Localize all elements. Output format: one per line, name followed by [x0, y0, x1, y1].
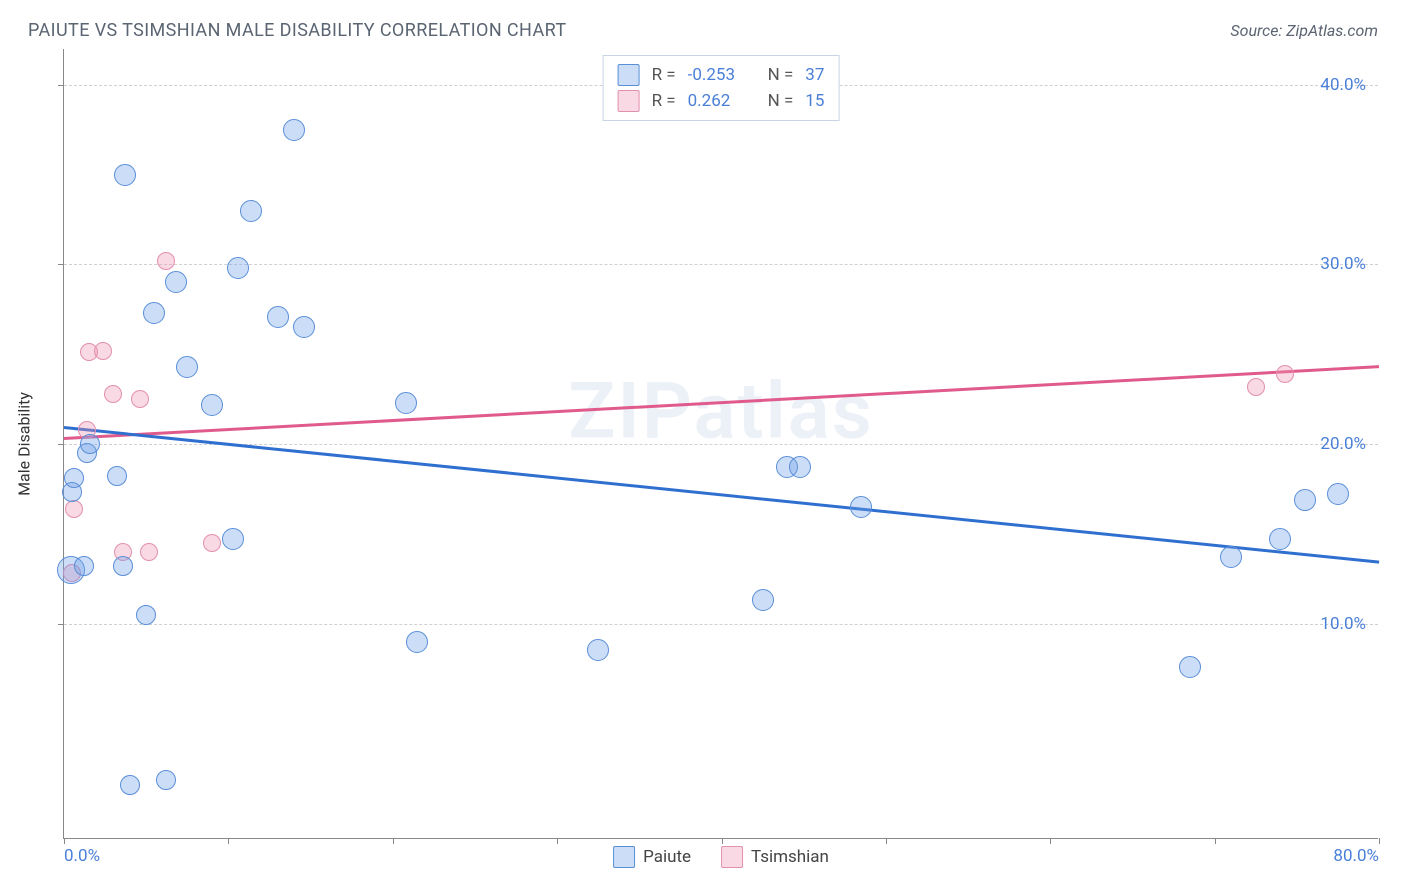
legend-r-label: R =: [652, 91, 676, 111]
paiute-point: [222, 528, 244, 550]
paiute-point: [850, 496, 872, 518]
paiute-point: [114, 164, 136, 186]
legend-r-value: -0.253: [688, 65, 746, 85]
y-tick-label: 10.0%: [1320, 614, 1366, 634]
legend-label: Paiute: [643, 847, 691, 867]
paiute-point: [136, 605, 156, 625]
paiute-point: [406, 631, 428, 653]
legend-r-label: R =: [652, 65, 676, 85]
paiute-point: [156, 770, 176, 790]
y-axis-label: Male Disability: [15, 392, 34, 496]
paiute-point: [293, 316, 315, 338]
paiute-point: [283, 119, 305, 141]
paiute-point: [267, 306, 289, 328]
tsimshian-point: [104, 385, 122, 403]
paiute-point: [80, 434, 100, 454]
paiute-point: [752, 589, 774, 611]
paiute-point: [227, 257, 249, 279]
x-tick-label: 80.0%: [1333, 846, 1379, 866]
legend-swatch: [618, 64, 640, 86]
scatter-chart: Male Disability ZIPatlas R =-0.253N =37R…: [63, 49, 1378, 839]
legend-n-label: N =: [768, 65, 794, 85]
tsimshian-point: [203, 534, 221, 552]
legend-swatch: [618, 90, 640, 112]
paiute-point: [120, 775, 140, 795]
paiute-point: [240, 200, 262, 222]
grid-line: [64, 444, 1378, 445]
paiute-point: [789, 456, 811, 478]
y-tick-label: 20.0%: [1320, 434, 1366, 454]
paiute-point: [1294, 489, 1316, 511]
series-legend: Paiute Tsimshian: [613, 846, 829, 868]
tsimshian-point: [94, 342, 112, 360]
paiute-point: [201, 394, 223, 416]
correlation-legend: R = -0.253 N = 37 R = 0.262 N = 15: [603, 55, 840, 121]
paiute-point: [587, 639, 609, 661]
legend-n-value: 37: [805, 65, 824, 85]
legend-label: Tsimshian: [751, 847, 829, 867]
tsimshian-point: [131, 390, 149, 408]
tsimshian-point: [140, 543, 158, 561]
paiute-point: [1327, 483, 1349, 505]
legend-r-value: 0.262: [688, 91, 746, 111]
paiute-point: [395, 392, 417, 414]
legend-item: Tsimshian: [721, 846, 829, 868]
chart-source: Source: ZipAtlas.com: [1230, 21, 1378, 40]
x-tick-label: 0.0%: [64, 846, 100, 866]
legend-row: R = -0.253 N = 37: [618, 62, 825, 88]
paiute-point: [1179, 656, 1201, 678]
grid-line: [64, 264, 1378, 265]
tsimshian-point: [157, 252, 175, 270]
legend-item: Paiute: [613, 846, 691, 868]
legend-row: R = 0.262 N = 15: [618, 88, 825, 114]
paiute-point: [107, 466, 127, 486]
paiute-point: [165, 271, 187, 293]
tsimshian-point: [1276, 365, 1294, 383]
paiute-point: [143, 302, 165, 324]
paiute-point: [74, 556, 94, 576]
legend-n-value: 15: [805, 91, 824, 111]
tsimshian-point: [1247, 378, 1265, 396]
paiute-point: [1269, 528, 1291, 550]
paiute-point: [113, 556, 133, 576]
grid-line: [64, 624, 1378, 625]
paiute-point: [1220, 546, 1242, 568]
trend-line: [64, 365, 1379, 439]
paiute-point: [176, 356, 198, 378]
legend-n-label: N =: [768, 91, 794, 111]
chart-title: PAIUTE VS TSIMSHIAN MALE DISABILITY CORR…: [28, 20, 567, 41]
trend-line: [64, 426, 1379, 564]
legend-swatch: [613, 846, 635, 868]
y-tick-label: 30.0%: [1320, 254, 1366, 274]
paiute-point: [64, 468, 84, 488]
chart-header: PAIUTE VS TSIMSHIAN MALE DISABILITY CORR…: [0, 0, 1406, 49]
y-tick-label: 40.0%: [1320, 75, 1366, 95]
legend-swatch: [721, 846, 743, 868]
